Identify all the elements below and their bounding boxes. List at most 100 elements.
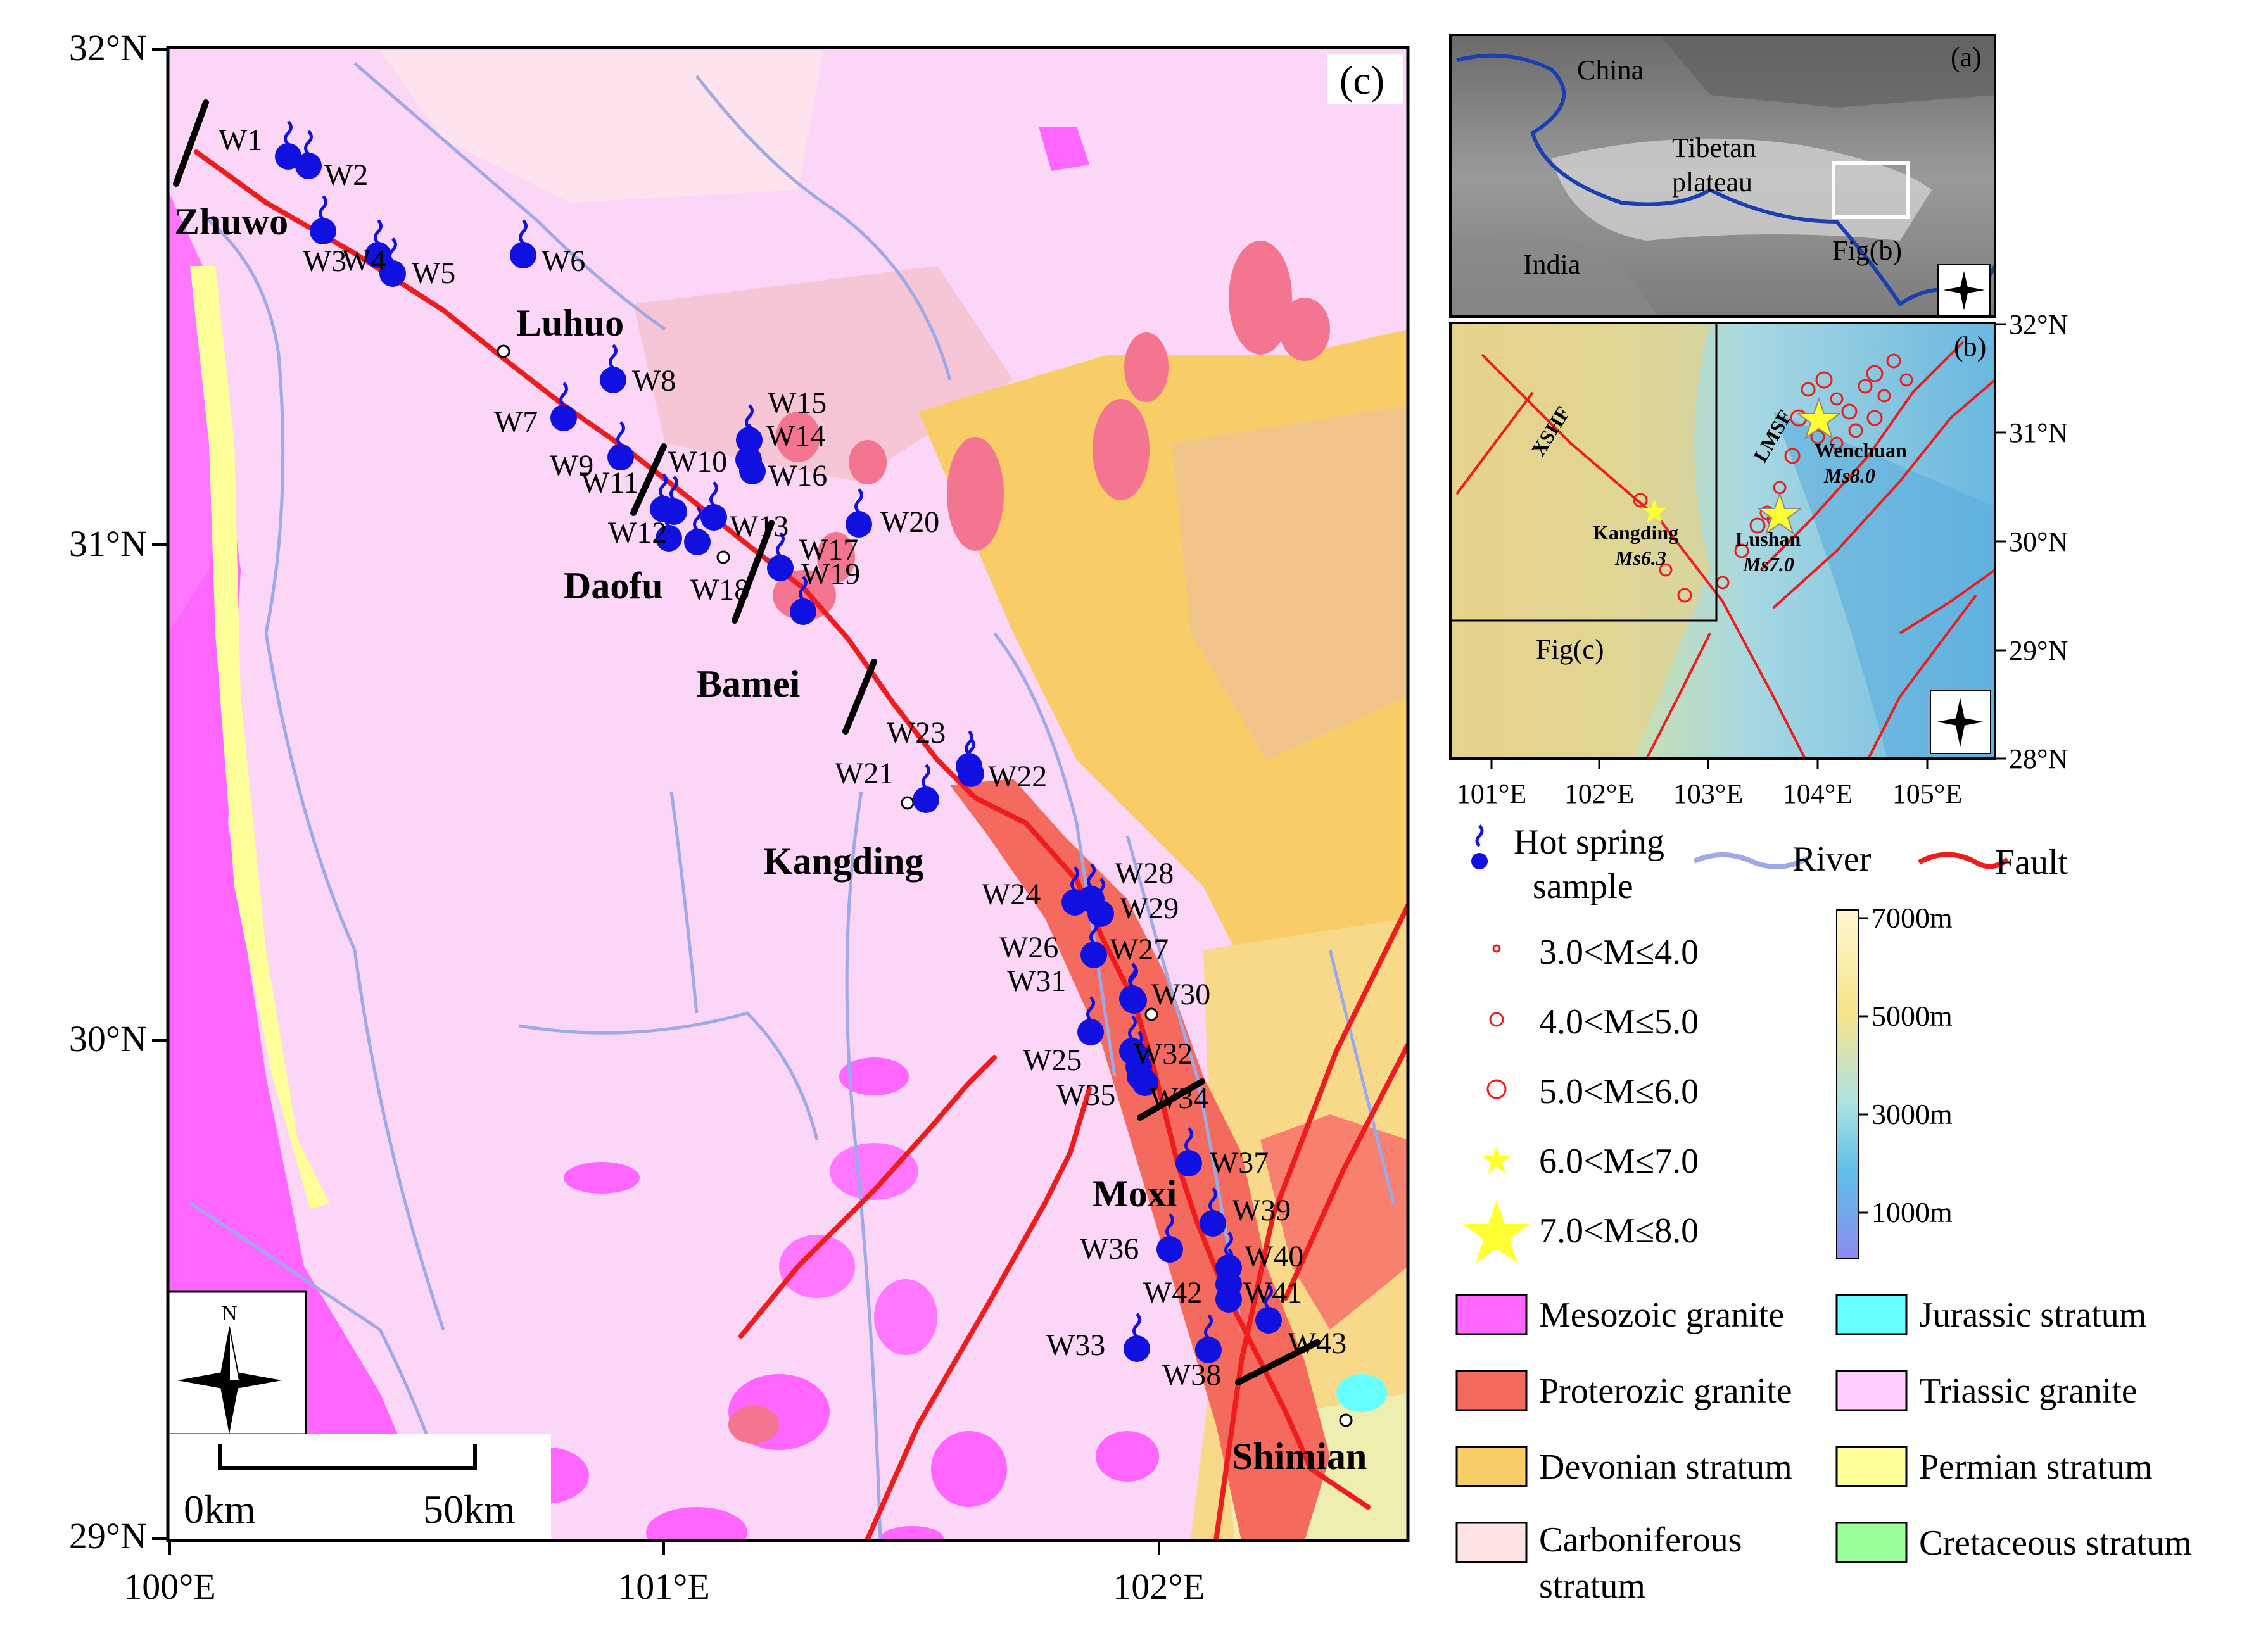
sample-label-w38: W38 [1162,1358,1221,1392]
b-lon-101: 101°E [1457,778,1526,809]
b-lat-29: 29°N [2009,635,2068,666]
steam-icon [659,473,668,498]
sample-label-w32: W32 [1134,1037,1193,1071]
sample-label-w17: W17 [799,533,858,567]
elev-7000: 7000m [1872,902,1953,934]
town-labels: Zhuwo Luhuo Daofu Bamei Kangding Moxi Sh… [174,201,1367,1477]
town-label-zhuwo: Zhuwo [174,201,288,243]
hot-spring-w39 [1200,1187,1226,1237]
scale-start: 0km [184,1487,256,1532]
sample-label-w42: W42 [1143,1276,1202,1309]
mag-7-star-icon [1463,1200,1530,1263]
north-arrow-c: N [167,1290,307,1435]
steam-icon [1086,996,1095,1021]
geology-swatch-0 [1455,1294,1528,1335]
legend-elevation: 7000m 5000m 3000m 1000m [1836,902,1953,1259]
steam-icon [559,382,568,407]
lon-tick-102: 102°E [1113,1566,1205,1607]
town-label-luhuo: Luhuo [516,302,624,344]
town-label-daofu: Daofu [564,565,663,607]
mag-3-icon [1492,944,1501,953]
hot-spring-icon [1471,853,1488,869]
steam-icon [616,421,625,446]
label-ms70: Ms7.0 [1742,553,1794,576]
hot-spring-w33 [1124,1313,1150,1362]
sample-label-w31: W31 [1007,964,1066,998]
lon-tick-101: 101°E [618,1566,710,1607]
inset-b-faults [1455,341,1995,759]
sample-label-w3: W3 [303,244,346,278]
label-india: India [1523,249,1580,280]
sample-label-w26: W26 [999,931,1058,964]
sample-label-w37: W37 [1210,1146,1269,1180]
sample-label-w40: W40 [1245,1240,1303,1273]
town-label-kangding: Kangding [763,840,923,882]
legend-fault-label: Fault [1995,843,2068,882]
inset-b: XSHF LMSF Wenchuan Ms8.0 Lushan Ms7.0 Ka… [1449,309,2068,809]
sample-label-w29: W29 [1120,892,1179,925]
geology-label-0: Mesozoic granite [1539,1296,1784,1335]
sample-label-w18: W18 [690,573,749,607]
sample-label-w13: W13 [730,510,789,543]
sample-label-w28: W28 [1115,857,1174,890]
steam-icon [388,237,397,263]
steam-icon [609,344,618,369]
legend-hot-spring-line1: Hot spring [1514,823,1664,862]
steam-icon [693,506,702,531]
sample-label-w21: W21 [835,757,894,790]
hot-spring-w38 [1195,1314,1222,1363]
geology-label-2: Proterozic granite [1539,1372,1792,1411]
river-layer [189,62,1395,1541]
steam-icon [709,481,718,507]
label-wenchuan: Wenchuan [1815,439,1907,462]
north-arrow-b [1930,690,1991,754]
hot-spring-w16 [739,435,766,484]
geology-label-6: Carboniferous stratum [1539,1520,1742,1606]
steam-icon [669,476,678,501]
hot-spring-dot-icon [1124,1335,1150,1362]
elev-3000: 3000m [1872,1098,1953,1130]
steam-icon [1224,1232,1233,1257]
legend-magnitudes: 3.0<M≤4.0 4.0<M≤5.0 5.0<M≤6.0 6.0<M≤7.0 … [1463,933,1699,1263]
label-fig-b: Fig(b) [1832,235,1902,266]
legend-geology: Mesozoic granite Jurassic stratum Proteroz… [1455,1294,2192,1606]
hot-spring-w29 [1087,878,1114,927]
hot-spring-w8 [600,344,626,393]
hot-spring-w20 [846,488,872,538]
panel-c-label: (c) [1340,58,1384,103]
steam-icon [374,219,383,244]
panel-b-label: (b) [1954,331,1986,362]
hot-spring-w5 [379,237,406,287]
scale-end: 50km [423,1487,516,1532]
hot-spring-dot-icon [1195,1337,1222,1363]
hot-spring-dot-icon [1175,1150,1202,1176]
hot-spring-w30 [1119,962,1146,1012]
geology-swatch-2 [1455,1370,1528,1411]
segment-boundaries [173,99,1321,1385]
lushan-star-icon [1757,491,1802,535]
inset-b-lat-ticks: 32°N 31°N 30°N 29°N 28°N [2009,309,2068,774]
steam-icon [1134,1031,1143,1056]
label-plateau: plateau [1672,167,1752,198]
legend-mag-5: 5.0<M≤6.0 [1539,1072,1699,1111]
hot-spring-dot-icon [700,504,727,531]
geology-label-3: Triassic granite [1919,1372,2138,1411]
hot-spring-dot-icon [1077,1019,1104,1045]
hot-spring-dot-icon [600,367,626,393]
sample-label-w9: W9 [550,449,593,483]
sample-label-w16: W16 [768,459,827,493]
china-border [1456,53,1997,307]
sample-label-w22: W22 [988,760,1047,793]
legend-river: River [1693,840,1872,879]
town-label-shimian: Shimian [1232,1435,1367,1477]
lat-tick-29: 29°N [69,1515,147,1556]
hot-spring-dot-icon [1200,1210,1226,1237]
steam-icon [1165,1213,1174,1239]
sample-label-w1: W1 [219,123,262,157]
hot-spring-w15 [736,404,763,453]
b-lat-31: 31°N [2009,417,2068,448]
hot-spring-dot-icon [739,458,766,484]
hot-spring-w35 [1127,1040,1153,1090]
